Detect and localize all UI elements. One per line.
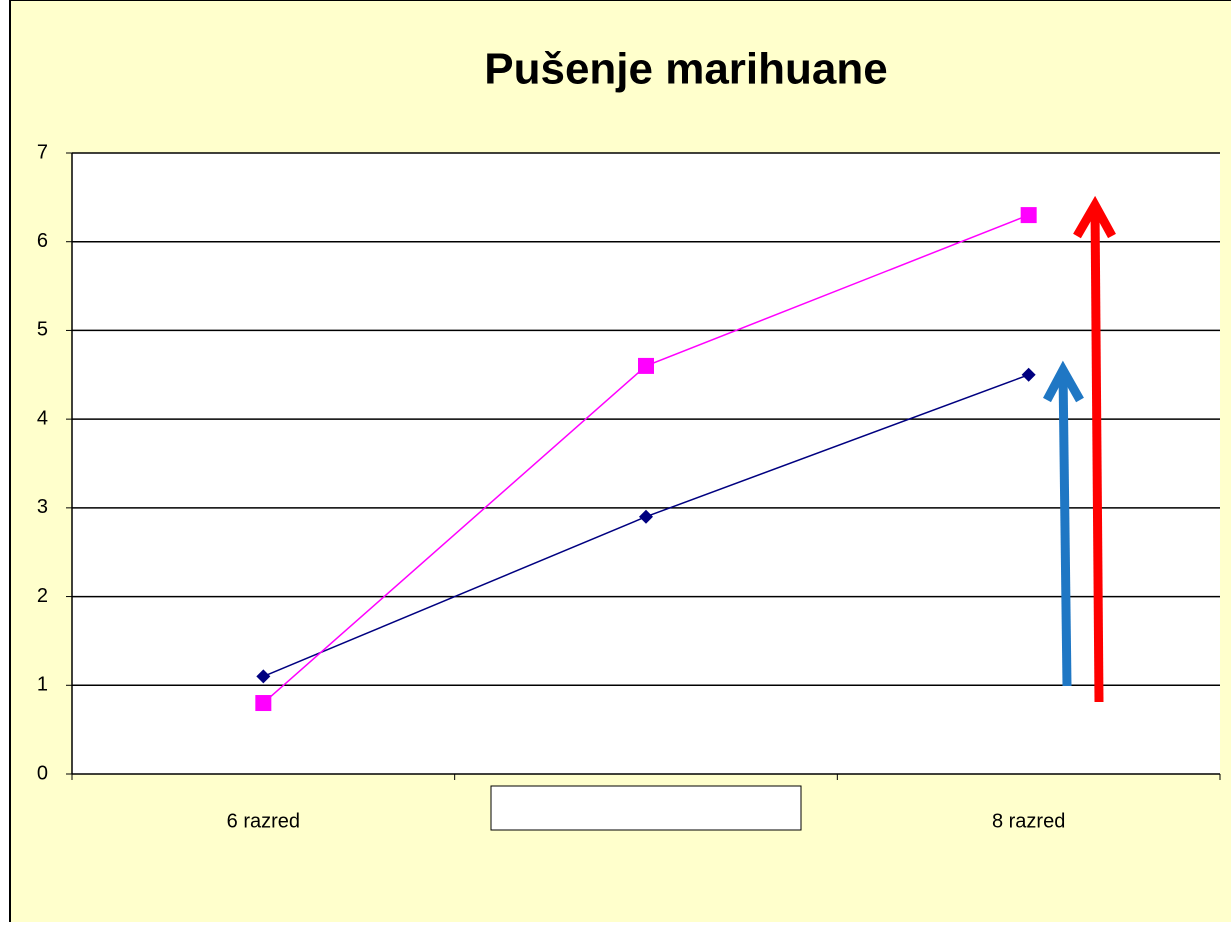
y-tick-label: 2	[37, 585, 48, 607]
blue-arrowhead	[1043, 360, 1084, 403]
data-point	[255, 695, 272, 712]
data-point	[638, 357, 654, 374]
data-point	[256, 669, 271, 684]
data-point	[639, 509, 653, 524]
red-arrowhead	[1073, 195, 1116, 239]
chart-title: Pušenje marihuane	[484, 45, 887, 94]
red-arrow	[1090, 206, 1104, 703]
plot-area	[72, 153, 1220, 774]
x-tick-label: 6 razred	[227, 810, 300, 832]
annotation-arrows	[1043, 195, 1116, 703]
y-tick-label: 1	[37, 674, 48, 696]
y-tick-label: 4	[37, 407, 48, 429]
y-tick-label: 7	[37, 141, 48, 163]
legend-box	[490, 785, 802, 831]
data-point	[1020, 207, 1037, 224]
y-tick-label: 3	[37, 496, 48, 518]
y-tick-label: 5	[37, 319, 48, 341]
y-tick-label: 6	[37, 230, 48, 252]
data-point	[1021, 367, 1036, 382]
y-tick-label: 0	[37, 762, 48, 784]
blue-arrow	[1058, 371, 1072, 687]
x-tick-label: 8 razred	[992, 810, 1065, 832]
